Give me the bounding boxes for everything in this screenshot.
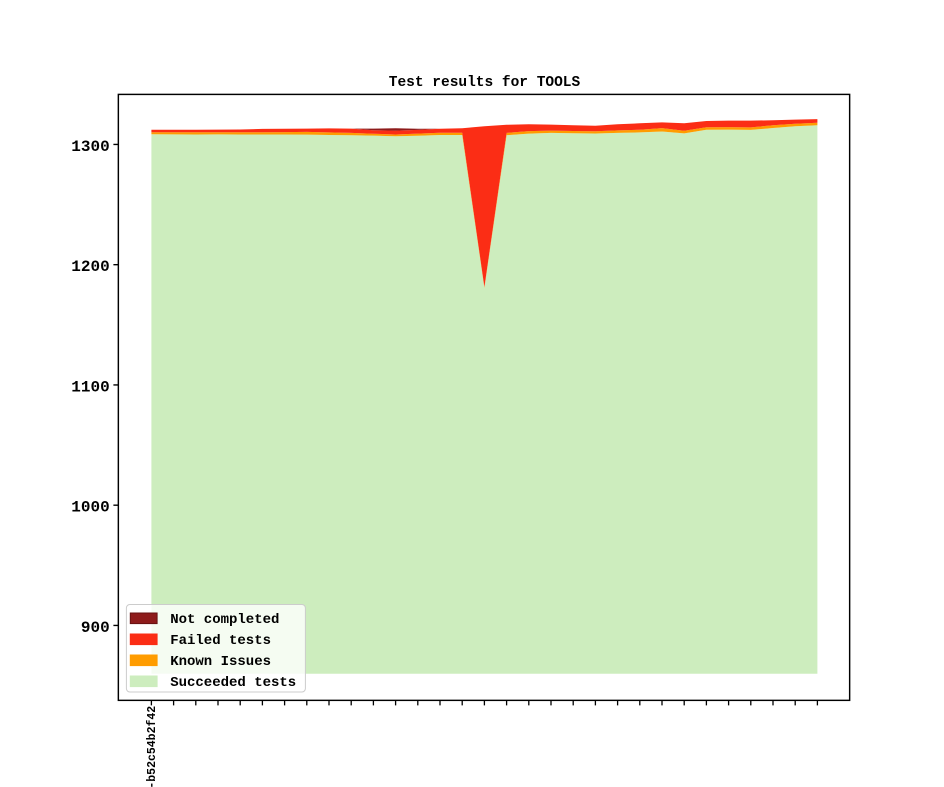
svg-text:1200: 1200 (71, 258, 109, 276)
svg-text:Known Issues: Known Issues (170, 654, 271, 670)
svg-text:1300: 1300 (71, 138, 109, 156)
svg-text:1100: 1100 (71, 378, 109, 396)
svg-text:Not completed: Not completed (170, 612, 279, 628)
svg-text:1000: 1000 (71, 499, 109, 517)
svg-text:Test results for TOOLS: Test results for TOOLS (389, 75, 581, 91)
svg-text:Failed tests: Failed tests (170, 633, 271, 649)
svg-text:900: 900 (81, 619, 110, 637)
svg-text:Succeeded tests: Succeeded tests (170, 675, 296, 691)
svg-text:-b52c54b2f42: -b52c54b2f42 (146, 706, 159, 787)
